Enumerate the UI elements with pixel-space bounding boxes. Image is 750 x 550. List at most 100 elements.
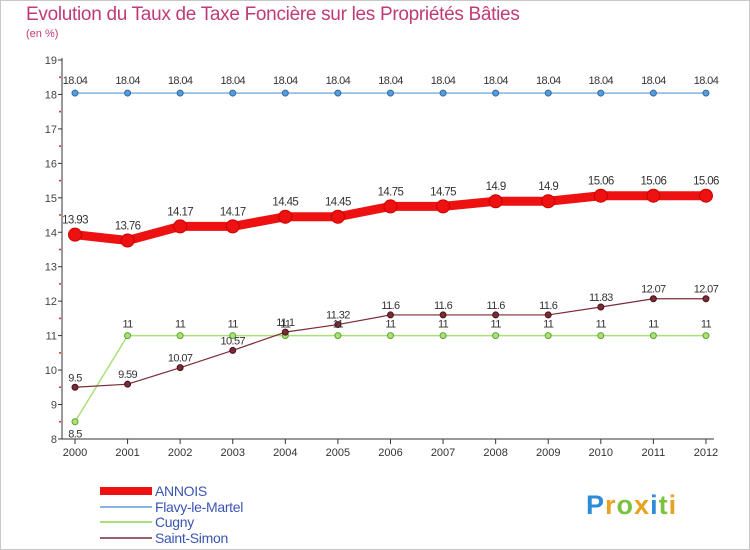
data-point-flavy <box>544 89 552 97</box>
x-tick-label: 2008 <box>483 447 507 459</box>
y-tick-label: 13 <box>45 262 57 274</box>
data-point-saint-simon <box>439 311 447 319</box>
data-label-annois: 13.76 <box>115 221 141 233</box>
data-point-flavy <box>702 89 710 97</box>
x-tick-label: 2011 <box>642 447 666 459</box>
data-label-cugny: 11 <box>543 319 554 331</box>
y-tick-label: 10 <box>45 365 57 377</box>
data-label-flavy: 18.04 <box>536 75 561 87</box>
y-minor-tick <box>59 248 61 251</box>
data-label-annois: 15.06 <box>588 176 614 188</box>
data-label-flavy: 18.04 <box>326 75 351 87</box>
data-label-flavy: 18.04 <box>483 75 508 87</box>
data-label-flavy: 18.04 <box>694 75 719 87</box>
x-tick-label: 2009 <box>536 447 560 459</box>
data-label-annois: 15.06 <box>640 176 666 188</box>
x-tick-label: 2012 <box>694 447 718 459</box>
data-point-annois <box>225 219 240 234</box>
data-label-saint-simon: 12.07 <box>641 284 666 296</box>
data-point-annois <box>330 209 345 224</box>
data-label-cugny: 11 <box>596 319 607 331</box>
data-point-cugny <box>176 332 184 340</box>
legend-label-saint-simon: Saint-Simon <box>155 530 228 546</box>
data-label-cugny: 11 <box>385 319 396 331</box>
data-label-saint-simon: 11.83 <box>589 292 613 304</box>
data-label-saint-simon: 9.5 <box>68 372 82 384</box>
data-point-annois <box>541 194 556 209</box>
y-tick-label: 12 <box>45 296 57 308</box>
unit-label: (en %) <box>26 28 59 40</box>
data-point-saint-simon <box>492 311 500 319</box>
data-label-annois: 14.17 <box>220 206 246 218</box>
y-minor-tick <box>59 214 61 217</box>
series-line-cugny <box>74 334 706 423</box>
data-point-annois <box>278 209 293 224</box>
data-point-cugny <box>386 332 394 340</box>
data-point-cugny <box>492 332 500 340</box>
data-point-saint-simon <box>386 311 394 319</box>
data-label-cugny: 11 <box>491 319 502 331</box>
y-tick-label: 17 <box>45 124 57 136</box>
y-minor-tick <box>59 386 61 389</box>
data-point-cugny <box>71 418 79 426</box>
y-tick-label: 11 <box>46 331 57 343</box>
data-point-annois <box>120 233 135 248</box>
y-tick-label: 18 <box>45 89 57 101</box>
data-label-saint-simon: 9.59 <box>118 369 137 381</box>
data-point-saint-simon <box>71 383 79 391</box>
data-point-cugny <box>334 332 342 340</box>
logo-letter: o <box>616 490 635 520</box>
data-point-saint-simon <box>544 311 552 319</box>
logo-letter: r <box>605 490 617 520</box>
data-point-saint-simon <box>334 321 342 329</box>
y-minor-tick <box>59 145 61 148</box>
legend-label-annois: ANNOIS <box>155 483 207 499</box>
data-label-annois: 14.75 <box>378 186 404 198</box>
y-tick-label: 16 <box>45 158 57 170</box>
y-minor-tick <box>59 420 61 423</box>
data-label-saint-simon: 10.57 <box>220 335 245 347</box>
logo-letter: i <box>650 490 659 520</box>
data-point-annois <box>593 188 608 203</box>
x-tick-label: 2003 <box>220 447 244 459</box>
data-label-cugny: 11 <box>280 319 291 331</box>
y-minor-tick <box>59 282 61 285</box>
data-point-flavy <box>229 89 237 97</box>
data-point-cugny <box>229 332 237 340</box>
data-label-cugny: 11 <box>701 319 712 331</box>
y-minor-tick <box>59 351 61 354</box>
data-point-flavy <box>439 89 447 97</box>
y-minor-tick <box>59 110 61 113</box>
x-tick-label: 2007 <box>431 447 455 459</box>
data-point-saint-simon <box>229 346 237 354</box>
data-label-flavy: 18.04 <box>115 75 140 87</box>
legend-label-cugny: Cugny <box>155 514 194 530</box>
data-point-cugny <box>544 332 552 340</box>
proxiti-logo: Proxiti <box>586 490 677 521</box>
data-point-cugny <box>702 332 710 340</box>
logo-letter: P <box>586 490 606 520</box>
data-label-annois: 14.45 <box>272 197 298 209</box>
data-label-flavy: 18.04 <box>641 75 666 87</box>
data-label-flavy: 18.04 <box>220 75 245 87</box>
data-label-saint-simon: 11.6 <box>487 300 506 312</box>
data-label-saint-simon: 11.1 <box>276 317 295 329</box>
data-label-saint-simon: 11.6 <box>381 300 400 312</box>
data-point-saint-simon <box>649 295 657 303</box>
data-label-saint-simon: 11.32 <box>326 310 350 322</box>
y-tick-label: 14 <box>45 227 57 239</box>
data-label-cugny: 11 <box>175 319 186 331</box>
data-label-flavy: 18.04 <box>431 75 456 87</box>
data-label-annois: 15.06 <box>693 176 719 188</box>
data-point-saint-simon <box>176 364 184 372</box>
data-point-flavy <box>597 89 605 97</box>
data-label-flavy: 18.04 <box>273 75 298 87</box>
data-label-annois: 14.45 <box>325 197 351 209</box>
x-tick-label: 2005 <box>326 447 350 459</box>
data-label-flavy: 18.04 <box>589 75 614 87</box>
data-point-annois <box>68 227 82 242</box>
data-point-saint-simon <box>702 295 710 303</box>
legend-label-flavy: Flavy-le-Martel <box>155 499 244 515</box>
y-tick-label: 19 <box>45 55 57 67</box>
